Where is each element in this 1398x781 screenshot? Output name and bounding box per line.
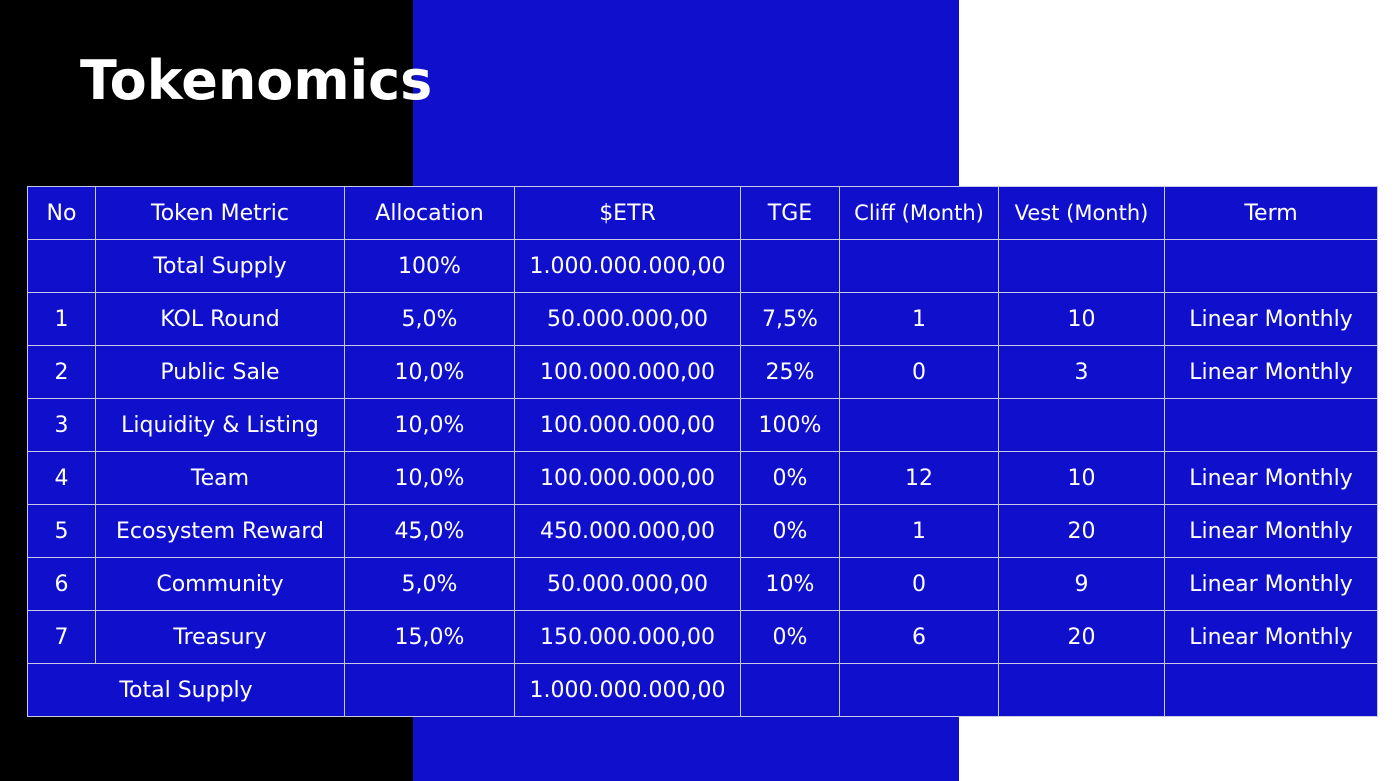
cell-tge: 0% <box>740 451 840 505</box>
table-row: 4 Team 10,0% 100.000.000,00 0% 12 10 Lin… <box>27 451 1378 505</box>
cell-term <box>1164 239 1378 293</box>
cell-vest <box>998 663 1165 717</box>
cell-vest: 9 <box>998 557 1165 611</box>
table-row: 1 KOL Round 5,0% 50.000.000,00 7,5% 1 10… <box>27 292 1378 346</box>
cell-vest: 20 <box>998 504 1165 558</box>
cell-no: 3 <box>27 398 96 452</box>
table-row: 2 Public Sale 10,0% 100.000.000,00 25% 0… <box>27 345 1378 399</box>
tokenomics-table: No Token Metric Allocation $ETR TGE Clif… <box>27 186 1378 717</box>
header-allocation: Allocation <box>344 186 515 240</box>
total-supply-row: Total Supply 100% 1.000.000.000,00 <box>27 239 1378 293</box>
cell-no: 2 <box>27 345 96 399</box>
cell-vest: 3 <box>998 345 1165 399</box>
cell-etr: 150.000.000,00 <box>514 610 741 664</box>
cell-cliff: 6 <box>839 610 999 664</box>
cell-cliff: 0 <box>839 557 999 611</box>
cell-token-metric: Public Sale <box>95 345 345 399</box>
cell-no: 6 <box>27 557 96 611</box>
header-token-metric: Token Metric <box>95 186 345 240</box>
table-row: 5 Ecosystem Reward 45,0% 450.000.000,00 … <box>27 504 1378 558</box>
cell-cliff: 1 <box>839 292 999 346</box>
cell-term: Linear Monthly <box>1164 292 1378 346</box>
cell-cliff <box>839 398 999 452</box>
cell-no: 4 <box>27 451 96 505</box>
cell-allocation: 100% <box>344 239 515 293</box>
cell-no: 7 <box>27 610 96 664</box>
cell-etr: 100.000.000,00 <box>514 398 741 452</box>
cell-allocation: 15,0% <box>344 610 515 664</box>
cell-vest: 10 <box>998 292 1165 346</box>
header-term: Term <box>1164 186 1378 240</box>
cell-allocation: 45,0% <box>344 504 515 558</box>
cell-term: Linear Monthly <box>1164 504 1378 558</box>
cell-token-metric: KOL Round <box>95 292 345 346</box>
cell-allocation: 5,0% <box>344 557 515 611</box>
cell-allocation: 10,0% <box>344 345 515 399</box>
cell-tge: 25% <box>740 345 840 399</box>
cell-term: Linear Monthly <box>1164 451 1378 505</box>
cell-vest <box>998 239 1165 293</box>
cell-no <box>27 239 96 293</box>
table-row: 6 Community 5,0% 50.000.000,00 10% 0 9 L… <box>27 557 1378 611</box>
cell-footer-label: Total Supply <box>27 663 345 717</box>
cell-etr: 450.000.000,00 <box>514 504 741 558</box>
cell-allocation: 5,0% <box>344 292 515 346</box>
cell-token-metric: Total Supply <box>95 239 345 293</box>
cell-tge <box>740 663 840 717</box>
header-no: No <box>27 186 96 240</box>
cell-etr: 50.000.000,00 <box>514 557 741 611</box>
cell-cliff: 12 <box>839 451 999 505</box>
header-vest: Vest (Month) <box>998 186 1165 240</box>
total-supply-footer-row: Total Supply 1.000.000.000,00 <box>27 663 1378 717</box>
cell-tge: 0% <box>740 504 840 558</box>
cell-token-metric: Liquidity & Listing <box>95 398 345 452</box>
table-header-row: No Token Metric Allocation $ETR TGE Clif… <box>27 186 1378 240</box>
cell-etr: 100.000.000,00 <box>514 451 741 505</box>
cell-etr: 1.000.000.000,00 <box>514 663 741 717</box>
cell-tge: 7,5% <box>740 292 840 346</box>
cell-token-metric: Treasury <box>95 610 345 664</box>
cell-allocation: 10,0% <box>344 451 515 505</box>
cell-term <box>1164 398 1378 452</box>
cell-vest <box>998 398 1165 452</box>
cell-token-metric: Team <box>95 451 345 505</box>
cell-cliff <box>839 239 999 293</box>
cell-etr: 100.000.000,00 <box>514 345 741 399</box>
cell-term: Linear Monthly <box>1164 345 1378 399</box>
cell-token-metric: Ecosystem Reward <box>95 504 345 558</box>
page-title: Tokenomics <box>80 49 433 112</box>
cell-etr: 50.000.000,00 <box>514 292 741 346</box>
table-row: 3 Liquidity & Listing 10,0% 100.000.000,… <box>27 398 1378 452</box>
cell-tge <box>740 239 840 293</box>
cell-allocation <box>344 663 515 717</box>
cell-term: Linear Monthly <box>1164 557 1378 611</box>
cell-token-metric: Community <box>95 557 345 611</box>
cell-term <box>1164 663 1378 717</box>
header-tge: TGE <box>740 186 840 240</box>
cell-etr: 1.000.000.000,00 <box>514 239 741 293</box>
cell-no: 5 <box>27 504 96 558</box>
cell-tge: 0% <box>740 610 840 664</box>
cell-vest: 10 <box>998 451 1165 505</box>
cell-cliff <box>839 663 999 717</box>
cell-cliff: 1 <box>839 504 999 558</box>
header-etr: $ETR <box>514 186 741 240</box>
cell-vest: 20 <box>998 610 1165 664</box>
cell-allocation: 10,0% <box>344 398 515 452</box>
cell-tge: 100% <box>740 398 840 452</box>
cell-tge: 10% <box>740 557 840 611</box>
cell-no: 1 <box>27 292 96 346</box>
cell-cliff: 0 <box>839 345 999 399</box>
table-row: 7 Treasury 15,0% 150.000.000,00 0% 6 20 … <box>27 610 1378 664</box>
cell-term: Linear Monthly <box>1164 610 1378 664</box>
header-cliff: Cliff (Month) <box>839 186 999 240</box>
